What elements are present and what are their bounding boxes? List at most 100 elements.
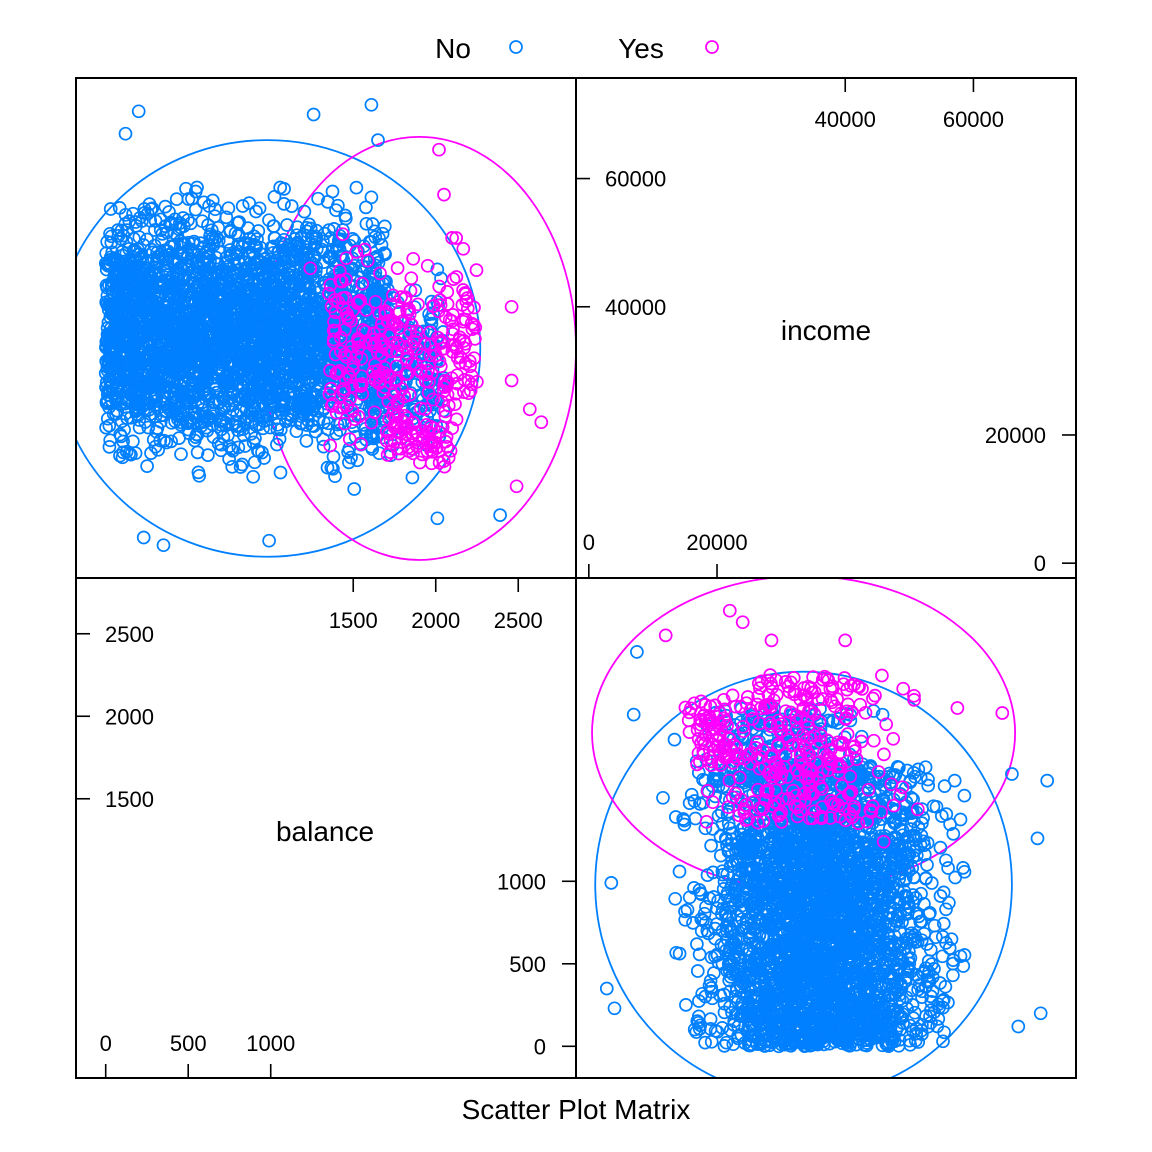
point-no bbox=[221, 398, 236, 412]
point-yes bbox=[371, 363, 386, 378]
point-yes bbox=[373, 332, 388, 347]
point-yes bbox=[392, 338, 407, 353]
point-yes bbox=[343, 313, 358, 328]
point-no bbox=[102, 440, 117, 454]
point-no bbox=[155, 279, 169, 294]
point-yes bbox=[378, 360, 392, 375]
point-no bbox=[133, 210, 147, 225]
point-yes bbox=[461, 374, 476, 388]
point-yes bbox=[433, 359, 448, 374]
ellipse-no bbox=[594, 670, 1013, 1078]
point-no bbox=[127, 231, 141, 246]
point-no bbox=[238, 439, 253, 453]
point-no bbox=[284, 199, 299, 213]
point-no bbox=[132, 413, 147, 427]
point-no bbox=[219, 415, 233, 430]
point-yes bbox=[400, 366, 415, 381]
point-no bbox=[131, 104, 146, 119]
point-no bbox=[126, 434, 140, 449]
point-yes bbox=[534, 415, 549, 430]
point-no bbox=[225, 417, 240, 432]
point-no bbox=[252, 201, 267, 216]
point-no bbox=[200, 366, 214, 380]
point-no bbox=[209, 266, 224, 281]
point-yes bbox=[464, 316, 479, 331]
point-no bbox=[154, 212, 168, 227]
point-no bbox=[244, 334, 259, 349]
point-yes bbox=[464, 377, 479, 392]
point-no bbox=[225, 319, 240, 333]
point-no bbox=[125, 377, 139, 392]
point-no bbox=[273, 465, 288, 480]
point-no bbox=[256, 277, 270, 292]
point-no bbox=[220, 298, 235, 313]
point-no bbox=[347, 482, 362, 496]
point-no bbox=[686, 916, 700, 930]
point-yes bbox=[417, 337, 432, 351]
point-no bbox=[105, 344, 119, 359]
point-no bbox=[153, 433, 168, 448]
point-no bbox=[242, 351, 257, 366]
point-no bbox=[248, 256, 263, 271]
point-no bbox=[157, 366, 171, 380]
point-no bbox=[160, 344, 174, 359]
point-no bbox=[247, 239, 262, 254]
point-no bbox=[100, 387, 115, 402]
point-yes bbox=[444, 371, 459, 386]
point-no bbox=[176, 365, 191, 380]
point-no bbox=[113, 397, 128, 412]
point-no bbox=[301, 339, 316, 353]
point-no bbox=[127, 299, 142, 314]
point-no bbox=[120, 223, 134, 237]
point-yes bbox=[323, 438, 338, 453]
point-no bbox=[144, 242, 159, 257]
point-no bbox=[157, 433, 171, 448]
point-no bbox=[100, 393, 115, 408]
point-no bbox=[145, 362, 159, 376]
point-yes bbox=[458, 356, 473, 371]
point-no bbox=[690, 964, 705, 978]
point-yes bbox=[345, 404, 360, 418]
point-no bbox=[150, 421, 165, 435]
point-no bbox=[304, 396, 319, 411]
point-no bbox=[130, 390, 145, 405]
point-no bbox=[240, 294, 255, 309]
point-yes bbox=[342, 432, 357, 447]
point-no bbox=[132, 398, 146, 412]
point-no bbox=[224, 269, 239, 284]
point-no bbox=[377, 246, 392, 260]
legend: No Yes bbox=[435, 33, 719, 64]
point-no bbox=[258, 389, 272, 404]
point-no bbox=[293, 416, 308, 431]
point-yes bbox=[400, 351, 414, 366]
point-no bbox=[113, 231, 128, 246]
point-no bbox=[116, 445, 130, 460]
point-no bbox=[326, 449, 341, 464]
point-no bbox=[430, 511, 445, 526]
point-no bbox=[320, 460, 335, 475]
point-no bbox=[349, 180, 364, 195]
point-no bbox=[128, 215, 143, 229]
point-no bbox=[272, 432, 287, 446]
point-no bbox=[302, 375, 317, 389]
point-no bbox=[294, 324, 309, 338]
point-no bbox=[171, 412, 185, 427]
point-yes bbox=[420, 258, 435, 273]
point-no bbox=[123, 258, 137, 273]
point-yes bbox=[335, 227, 350, 242]
point-yes bbox=[340, 307, 354, 321]
point-no bbox=[149, 256, 164, 271]
point-no bbox=[141, 297, 155, 312]
point-no bbox=[226, 337, 241, 352]
point-no bbox=[123, 313, 138, 328]
point-no bbox=[166, 255, 180, 270]
point-no bbox=[292, 375, 307, 390]
point-no bbox=[365, 217, 380, 231]
point-yes bbox=[390, 261, 405, 275]
point-no bbox=[192, 468, 207, 483]
point-no bbox=[237, 413, 251, 428]
point-no bbox=[275, 406, 289, 420]
point-no bbox=[698, 1035, 712, 1050]
point-no bbox=[190, 267, 205, 282]
point-no bbox=[222, 452, 236, 466]
